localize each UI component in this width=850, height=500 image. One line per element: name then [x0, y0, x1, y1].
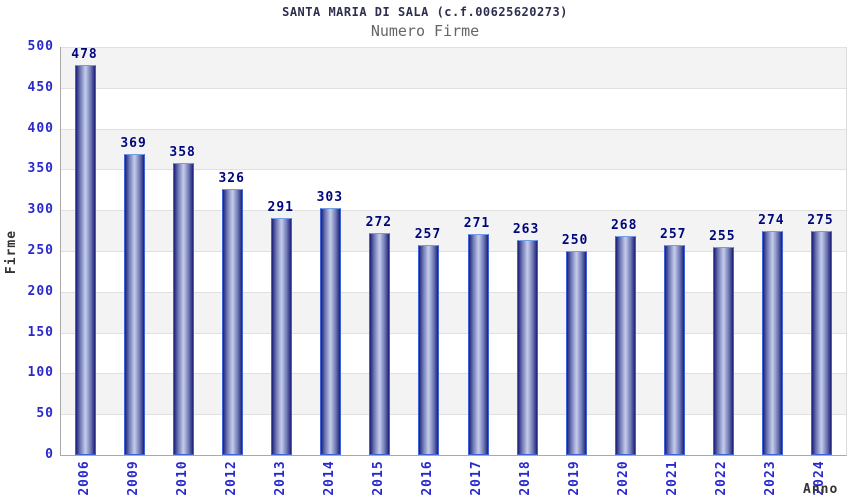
- gridline: [61, 210, 846, 212]
- bar-value-label: 274: [758, 213, 785, 229]
- gridline: [61, 291, 846, 293]
- bar: [712, 246, 734, 455]
- bar-value-label: 326: [218, 170, 245, 186]
- y-tick-label: 250: [27, 243, 54, 258]
- bar-value-label: 255: [709, 228, 736, 244]
- bar-value-label: 257: [414, 227, 442, 243]
- bar: [663, 245, 685, 455]
- grid-band: [61, 47, 846, 88]
- gridline: [61, 251, 846, 252]
- x-axis-title: Anno: [803, 482, 839, 497]
- x-tick-label: 2017: [469, 460, 485, 496]
- plot-area: [60, 47, 847, 456]
- bar: [614, 236, 636, 455]
- bar: [467, 233, 489, 455]
- gridline: [61, 47, 846, 48]
- bar-value-label: 291: [267, 199, 295, 215]
- y-axis-title: Firme: [4, 229, 19, 275]
- gridline: [61, 373, 846, 375]
- bar-value-label: 272: [365, 215, 393, 231]
- bar-value-label: 250: [561, 233, 589, 248]
- bar-value-label: 369: [120, 135, 147, 151]
- y-tick-label: 100: [27, 365, 54, 381]
- bar-value-label: 263: [512, 222, 540, 238]
- y-tick-label: 200: [27, 283, 54, 299]
- x-tick-label: 2009: [125, 460, 141, 496]
- bar: [75, 64, 97, 455]
- bar-value-label: 271: [463, 215, 491, 231]
- bar: [565, 251, 587, 455]
- bar: [369, 233, 391, 455]
- gridline: [61, 414, 846, 416]
- gridline: [61, 128, 846, 130]
- x-tick-label: 2022: [714, 460, 730, 496]
- x-tick-label: 2014: [321, 460, 337, 496]
- y-tick-label: 350: [27, 161, 54, 177]
- chart-subtitle: Numero Firme: [370, 22, 480, 40]
- x-tick-label: 2006: [76, 460, 92, 496]
- gridline: [61, 332, 846, 334]
- grid-band: [61, 128, 846, 170]
- bar: [761, 231, 783, 455]
- gridline: [61, 169, 846, 171]
- y-tick-label: 400: [27, 120, 54, 136]
- y-tick-label: 150: [27, 324, 54, 340]
- bar: [320, 207, 342, 455]
- x-tick-label: 2015: [370, 460, 386, 496]
- bar: [124, 153, 146, 455]
- bar-value-label: 275: [807, 212, 834, 228]
- x-tick-label: 2010: [174, 460, 190, 496]
- x-tick-label: 2018: [518, 460, 534, 496]
- x-tick-label: 2013: [272, 460, 288, 496]
- bar-value-label: 358: [169, 144, 196, 160]
- bar: [173, 162, 195, 455]
- grid-band: [61, 87, 846, 129]
- x-tick-label: 2020: [616, 460, 632, 496]
- x-tick-label: 2012: [223, 460, 239, 496]
- bar: [810, 230, 832, 455]
- bar: [271, 217, 293, 455]
- bar: [418, 245, 440, 455]
- gridline: [61, 87, 846, 89]
- x-tick-label: 2021: [665, 460, 681, 496]
- bar: [222, 188, 244, 455]
- y-tick-label: 0: [45, 447, 54, 462]
- x-tick-label: 2023: [763, 460, 779, 496]
- bar-value-label: 303: [316, 189, 344, 205]
- y-tick-label: 500: [27, 39, 54, 54]
- x-tick-label: 2016: [419, 460, 435, 496]
- y-tick-label: 450: [27, 79, 54, 95]
- x-tick-label: 2019: [567, 460, 583, 496]
- y-tick-label: 300: [27, 202, 54, 218]
- bar-value-label: 268: [610, 218, 638, 234]
- bar-value-label: 478: [71, 46, 98, 62]
- bar-value-label: 257: [660, 227, 687, 243]
- chart-title: SANTA MARIA DI SALA (c.f.00625620273): [282, 5, 568, 19]
- bar: [516, 240, 538, 455]
- y-tick-label: 50: [36, 406, 54, 422]
